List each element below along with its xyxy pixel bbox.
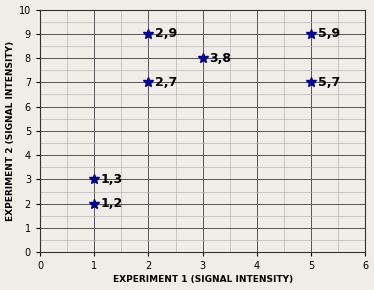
Text: 3,8: 3,8 <box>209 52 231 65</box>
Text: 2,9: 2,9 <box>155 27 177 40</box>
X-axis label: EXPERIMENT 1 (SIGNAL INTENSITY): EXPERIMENT 1 (SIGNAL INTENSITY) <box>113 276 293 284</box>
Text: 5,7: 5,7 <box>318 76 340 89</box>
Text: 5,9: 5,9 <box>318 27 340 40</box>
Y-axis label: EXPERIMENT 2 (SIGNAL INTENSITY): EXPERIMENT 2 (SIGNAL INTENSITY) <box>6 41 15 221</box>
Text: 1,2: 1,2 <box>101 197 123 210</box>
Text: 2,7: 2,7 <box>155 76 177 89</box>
Text: 1,3: 1,3 <box>101 173 123 186</box>
